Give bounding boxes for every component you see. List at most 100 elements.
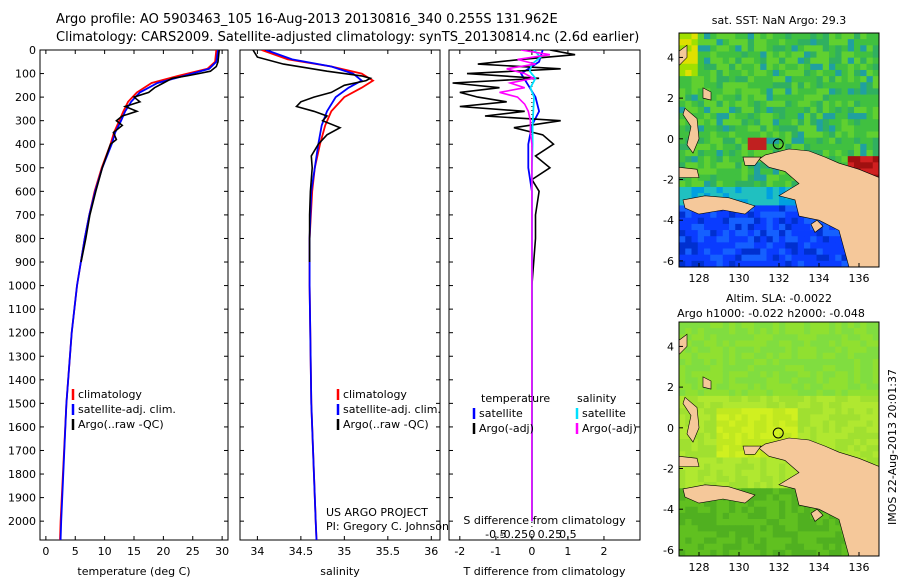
map-cell bbox=[854, 352, 861, 360]
map-cell bbox=[791, 211, 799, 219]
map-cell bbox=[810, 63, 817, 71]
map-cell bbox=[735, 420, 742, 428]
map-cell bbox=[847, 156, 855, 163]
map-cell bbox=[760, 395, 767, 403]
map-cell bbox=[716, 180, 724, 188]
map-cell bbox=[679, 143, 686, 151]
map-cell bbox=[710, 414, 717, 421]
map-cell bbox=[735, 457, 742, 465]
map-cell bbox=[766, 137, 774, 145]
map-cell bbox=[804, 94, 811, 102]
map-cell bbox=[760, 199, 767, 206]
map-cell bbox=[791, 426, 799, 434]
map-cell bbox=[804, 76, 811, 83]
map-cell bbox=[697, 469, 705, 477]
map-cell bbox=[741, 125, 749, 132]
map-cell bbox=[772, 549, 780, 557]
map-cell bbox=[704, 426, 711, 434]
map-cell bbox=[816, 88, 824, 95]
y-tick-label: 1700 bbox=[8, 444, 36, 457]
map-cell bbox=[679, 402, 686, 409]
legend-label: climatology bbox=[343, 388, 407, 401]
map-cell bbox=[691, 57, 699, 65]
map-cell bbox=[847, 88, 855, 95]
map-cell bbox=[791, 402, 799, 409]
map-cell bbox=[816, 39, 824, 46]
map-cell bbox=[697, 113, 705, 120]
map-cell bbox=[735, 371, 742, 378]
map-cell bbox=[866, 45, 874, 52]
map-cell bbox=[704, 57, 711, 65]
map-cell bbox=[841, 414, 849, 421]
map-cell bbox=[741, 395, 749, 403]
map-cell bbox=[841, 340, 849, 348]
map-cell bbox=[847, 328, 855, 335]
map-cell bbox=[779, 395, 786, 403]
map-cell bbox=[835, 260, 842, 268]
map-cell bbox=[679, 236, 686, 243]
map-cell bbox=[754, 426, 761, 434]
map-cell bbox=[810, 119, 817, 126]
map-cell bbox=[722, 500, 730, 508]
map-cell bbox=[735, 156, 742, 163]
map-cell bbox=[804, 346, 811, 354]
map-cell bbox=[772, 377, 780, 384]
map-cell bbox=[822, 340, 830, 348]
map-cell bbox=[804, 39, 811, 46]
map-cell bbox=[722, 340, 730, 348]
map-cell bbox=[785, 211, 792, 219]
map-cell bbox=[710, 420, 717, 428]
map-cell bbox=[741, 537, 749, 545]
map-cell bbox=[691, 500, 699, 508]
map-cell bbox=[835, 426, 842, 434]
map-cell bbox=[697, 211, 705, 219]
map-cell bbox=[747, 358, 755, 366]
map-cell bbox=[722, 537, 730, 545]
map-cell bbox=[772, 420, 780, 428]
map-cell bbox=[847, 322, 855, 329]
map-cell bbox=[785, 180, 792, 188]
map-cell bbox=[779, 254, 786, 262]
map-cell bbox=[772, 414, 780, 421]
map-cell bbox=[866, 76, 874, 83]
map-cell bbox=[779, 236, 786, 243]
map-cell bbox=[785, 33, 792, 40]
map-cell bbox=[685, 57, 692, 65]
map-cell bbox=[735, 426, 742, 434]
map-cell bbox=[710, 475, 717, 483]
map-cell bbox=[735, 512, 742, 520]
map-cell bbox=[791, 500, 799, 508]
map-cell bbox=[847, 334, 855, 341]
map-cell bbox=[779, 506, 786, 514]
map-cell bbox=[747, 402, 755, 409]
map-cell bbox=[785, 45, 792, 52]
map-cell bbox=[679, 248, 686, 256]
map-cell bbox=[822, 150, 830, 157]
map-cell bbox=[760, 500, 767, 508]
map-cell bbox=[754, 94, 761, 102]
legend-label: Argo(..raw -QC) bbox=[78, 418, 164, 431]
map-cell bbox=[735, 51, 742, 59]
map-cell bbox=[791, 260, 799, 268]
map-cell bbox=[835, 365, 842, 372]
map-cell bbox=[741, 371, 749, 378]
map-cell bbox=[735, 119, 742, 126]
map-cell bbox=[841, 352, 849, 360]
map-cell bbox=[766, 543, 774, 551]
map-cell bbox=[816, 371, 824, 378]
map-cell bbox=[822, 358, 830, 366]
map-cell bbox=[779, 402, 786, 409]
map-cell bbox=[810, 549, 817, 557]
map-cell bbox=[716, 260, 724, 268]
map-cell bbox=[691, 451, 699, 458]
map-cell bbox=[772, 230, 780, 237]
map-cell bbox=[785, 549, 792, 557]
map-cell bbox=[847, 69, 855, 77]
map-cell bbox=[791, 512, 799, 520]
map-cell bbox=[854, 131, 861, 139]
map-cell bbox=[847, 432, 855, 440]
map-cell bbox=[779, 242, 786, 249]
map-cell bbox=[847, 143, 855, 151]
map-cell bbox=[829, 525, 836, 532]
map-cell bbox=[716, 383, 724, 391]
